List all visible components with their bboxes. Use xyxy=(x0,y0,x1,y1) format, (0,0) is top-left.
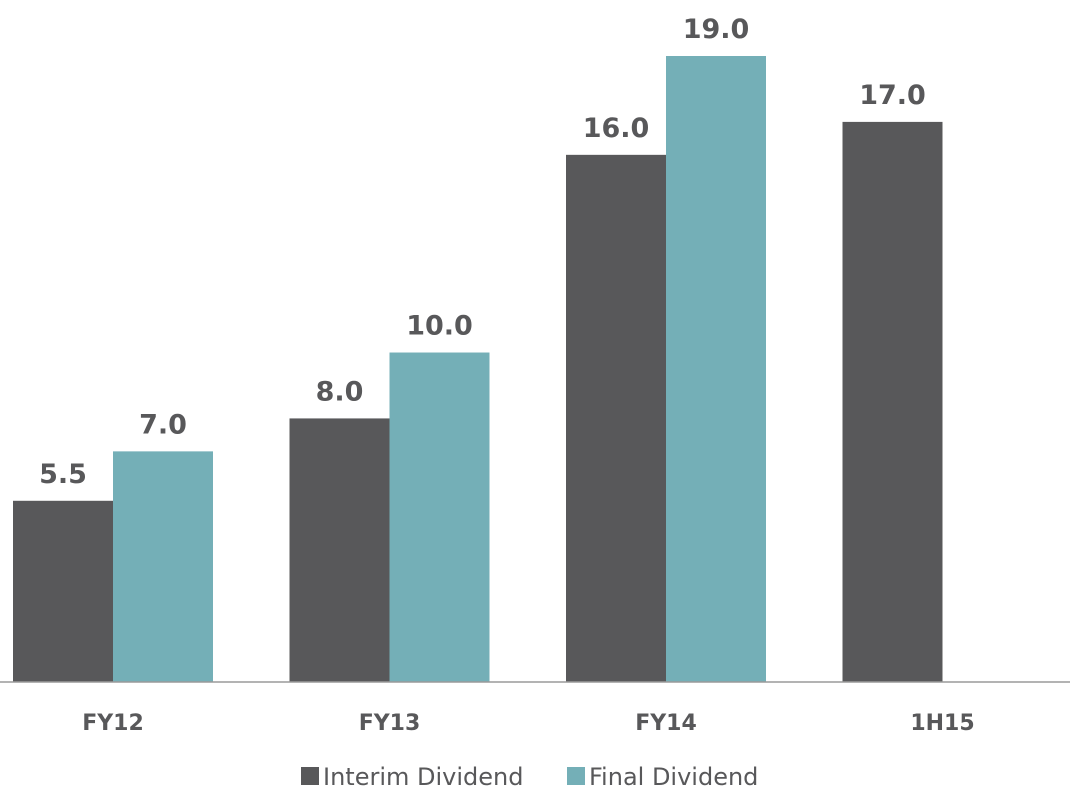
legend-label-final-dividend: Final Dividend xyxy=(589,763,758,790)
value-label-fy12-interim-dividend: 5.5 xyxy=(39,459,87,490)
value-label-fy13-interim-dividend: 8.0 xyxy=(316,376,364,407)
legend: Interim Dividend Final Dividend xyxy=(301,763,758,790)
value-label-fy12-final-dividend: 7.0 xyxy=(139,409,187,440)
legend-swatch-final-dividend xyxy=(567,767,585,785)
x-tick-label-1h15: 1H15 xyxy=(910,711,974,736)
value-label-1h15-interim-dividend: 17.0 xyxy=(859,80,926,111)
legend-label-interim-dividend: Interim Dividend xyxy=(323,763,523,790)
value-label-fy14-interim-dividend: 16.0 xyxy=(583,113,650,144)
bar-1h15-interim-dividend xyxy=(842,121,943,683)
x-tick-label-fy12: FY12 xyxy=(82,711,144,736)
bar-fy14-final-dividend xyxy=(666,56,766,682)
bars-layer xyxy=(13,56,943,683)
value-label-fy13-final-dividend: 10.0 xyxy=(406,311,473,342)
legend-swatch-interim-dividend xyxy=(301,767,319,785)
x-tick-label-fy13: FY13 xyxy=(359,711,421,736)
x-tick-labels: FY12 FY13 FY14 1H15 xyxy=(82,711,974,736)
bar-fy12-interim-dividend xyxy=(13,500,113,682)
bar-fy13-interim-dividend xyxy=(289,418,390,682)
bar-fy14-interim-dividend xyxy=(566,154,666,682)
value-labels-layer: 5.5 7.0 8.0 10.0 16.0 19.0 17.0 xyxy=(39,14,926,490)
bar-fy12-final-dividend xyxy=(113,451,213,682)
bar-fy13-final-dividend xyxy=(389,352,490,682)
value-label-fy14-final-dividend: 19.0 xyxy=(683,14,750,45)
x-tick-label-fy14: FY14 xyxy=(635,711,697,736)
